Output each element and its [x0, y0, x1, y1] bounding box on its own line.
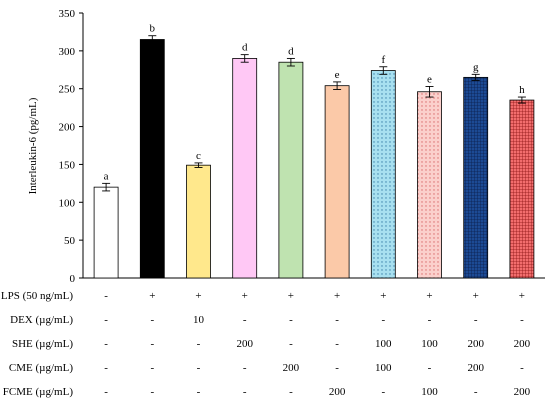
treatment-cell: - [243, 362, 247, 374]
treatment-cell: 200 [283, 362, 300, 374]
significance-label: d [288, 45, 294, 57]
treatment-cell: + [426, 290, 432, 302]
treatment-cell: - [474, 314, 478, 326]
treatment-cell: + [380, 290, 386, 302]
y-tick-label: 0 [70, 273, 76, 285]
treatment-row-label: LPS (50 ng/mL) [1, 290, 73, 302]
significance-label: e [427, 73, 432, 85]
y-tick-label: 50 [64, 235, 76, 247]
treatment-cell: + [149, 290, 155, 302]
treatment-cell: - [335, 314, 339, 326]
treatment-cell: - [381, 314, 385, 326]
treatment-row-label: SHE (µg/mL) [12, 338, 73, 350]
bar-9 [463, 76, 489, 279]
treatment-cell: - [243, 386, 247, 398]
treatment-cell: - [335, 338, 339, 350]
treatment-cell: - [289, 338, 293, 350]
bar-7 [370, 70, 396, 279]
significance-label: c [196, 150, 201, 162]
treatment-cell: - [104, 338, 108, 350]
treatment-cell: + [473, 290, 479, 302]
bar-8 [417, 91, 442, 279]
treatment-cell: + [334, 290, 340, 302]
bar-6 [324, 85, 350, 279]
treatment-cell: - [520, 314, 524, 326]
significance-label: a [104, 170, 109, 182]
significance-label: g [473, 61, 479, 73]
treatment-cell: + [242, 290, 248, 302]
treatment-cell: - [381, 386, 385, 398]
treatment-table: LPS (50 ng/mL) - + + + + + + + + + DEX (µg/mL) - - 10 -… [1, 290, 531, 398]
significance-label: d [242, 42, 248, 54]
y-tick-label: 300 [59, 46, 76, 58]
treatment-cell: - [150, 386, 154, 398]
treatment-cell: 10 [193, 314, 205, 326]
treatment-cell: + [519, 290, 525, 302]
y-tick-label: 250 [59, 84, 76, 96]
treatment-cell: - [104, 362, 108, 374]
bar-10 [509, 99, 535, 279]
significance-label: h [519, 84, 525, 96]
treatment-cell: 100 [421, 386, 438, 398]
bar-3 [186, 164, 211, 279]
treatment-cell: - [289, 386, 293, 398]
treatment-cell: - [150, 338, 154, 350]
treatment-cell: - [289, 314, 293, 326]
y-tick-label: 100 [59, 197, 76, 209]
treatment-row-label: FCME (µg/mL) [3, 386, 74, 398]
treatment-cell: - [150, 362, 154, 374]
y-tick-label: 200 [59, 122, 76, 134]
treatment-cell: 100 [421, 338, 438, 350]
treatment-cell: - [474, 386, 478, 398]
treatment-cell: 200 [514, 338, 531, 350]
treatment-row-label: DEX (µg/mL) [10, 314, 73, 326]
bar-4 [232, 58, 258, 279]
treatment-cell: + [288, 290, 294, 302]
treatment-cell: - [428, 314, 432, 326]
treatment-cell: - [104, 290, 108, 302]
y-tick-label: 350 [59, 8, 76, 20]
treatment-row-label: CME (µg/mL) [9, 362, 73, 374]
treatment-cell: 200 [467, 338, 484, 350]
treatment-cell: - [428, 362, 432, 374]
treatment-cell: 200 [329, 386, 346, 398]
treatment-cell: - [197, 386, 201, 398]
treatment-cell: - [104, 386, 108, 398]
treatment-cell: 200 [514, 386, 531, 398]
bar-1 [93, 186, 119, 279]
bar-2 [139, 39, 165, 279]
treatment-cell: - [243, 314, 247, 326]
treatment-cell: - [104, 314, 108, 326]
treatment-cell: + [195, 290, 201, 302]
bar-group: a b c d d e f e g h [93, 23, 535, 279]
treatment-cell: - [197, 338, 201, 350]
treatment-cell: - [520, 362, 524, 374]
treatment-cell: 100 [375, 362, 392, 374]
treatment-cell: - [335, 362, 339, 374]
treatment-cell: 200 [467, 362, 484, 374]
significance-label: b [150, 23, 156, 35]
y-tick-group: 0 50 100 150 200 250 300 350 [59, 8, 83, 285]
treatment-cell: - [197, 362, 201, 374]
significance-label: e [335, 69, 340, 81]
treatment-cell: 200 [236, 338, 253, 350]
treatment-cell: 100 [375, 338, 392, 350]
significance-label: f [381, 54, 385, 66]
bar-5 [278, 61, 304, 279]
y-axis-label: Interleukin-6 (pg/mL) [27, 97, 39, 194]
y-tick-label: 150 [59, 159, 76, 171]
treatment-cell: - [150, 314, 154, 326]
